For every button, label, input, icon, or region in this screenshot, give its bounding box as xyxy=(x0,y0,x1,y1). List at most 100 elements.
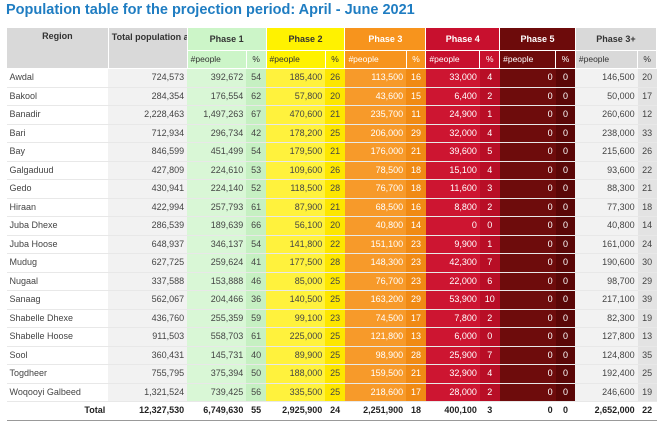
phase5-pct-cell: 0 xyxy=(555,142,576,162)
phase1-pct-cell: 52 xyxy=(246,179,267,199)
phase2-people-cell: 179,500 xyxy=(266,142,326,162)
total-row: Total 12,327,530 6,749,630 55 2,925,900 24 2,2… xyxy=(6,401,657,421)
phase2-people-cell: 118,500 xyxy=(266,179,326,199)
phase4-people-cell: 24,900 xyxy=(425,105,480,125)
phase3plus-pct-cell: 20 xyxy=(637,68,657,88)
phase3plus-people-cell: 2,652,000 xyxy=(575,401,638,421)
phase2-people-cell: 109,600 xyxy=(266,161,326,180)
phase1-people-cell: 6,749,630 xyxy=(187,401,247,421)
phase4-people-cell: 400,100 xyxy=(425,401,480,421)
phase3plus-pct-cell: 13 xyxy=(637,327,657,347)
region-cell: Gedo xyxy=(6,179,109,199)
phase2-pct-cell: 20 xyxy=(325,87,345,106)
total-cell: 755,795 xyxy=(108,364,188,384)
phase4-people-cell: 7,800 xyxy=(425,309,480,328)
phase1-pct-cell: 67 xyxy=(246,105,267,125)
phase2-pct-cell: 25 xyxy=(325,290,345,310)
phase2-pct-cell: 25 xyxy=(325,346,345,365)
phase4-people-cell: 22,000 xyxy=(425,272,480,291)
table-row: Shabelle Dhexe 436,760 255,359 59 99,100 23 74… xyxy=(6,309,657,328)
total-cell: 12,327,530 xyxy=(108,401,188,421)
phase5-pct-cell: 0 xyxy=(555,179,576,199)
region-cell: Bay xyxy=(6,142,109,162)
phase2-people-cell: 335,500 xyxy=(266,383,326,402)
phase2-pct-cell: 26 xyxy=(325,161,345,180)
phase4-people-cell: 15,100 xyxy=(425,161,480,180)
phase4-people-cell: 39,600 xyxy=(425,142,480,162)
phase3plus-pct-cell: 33 xyxy=(637,124,657,143)
phase2-people-cell: 57,800 xyxy=(266,87,326,106)
table-row: Shabelle Hoose 911,503 558,703 61 225,000 25 1… xyxy=(6,327,657,347)
phase2-pct-cell: 23 xyxy=(325,309,345,328)
subheader-people: #people xyxy=(265,50,326,69)
phase1-people-cell: 392,672 xyxy=(187,68,247,88)
phase3-people-cell: 121,800 xyxy=(344,327,407,347)
phase4-pct-cell: 4 xyxy=(479,364,500,384)
phase3-people-cell: 113,500 xyxy=(344,68,407,88)
phase2-pct-cell: 21 xyxy=(325,142,345,162)
phase4-people-cell: 32,000 xyxy=(425,124,480,143)
phase4-pct-cell: 2 xyxy=(479,383,500,402)
phase3-pct-cell: 18 xyxy=(406,401,426,421)
phase1-pct-cell: 40 xyxy=(246,346,267,365)
region-cell: Total xyxy=(6,401,109,421)
phase1-people-cell: 145,731 xyxy=(187,346,247,365)
phase2-pct-cell: 28 xyxy=(325,253,345,273)
phase2-pct-cell: 20 xyxy=(325,216,345,236)
phase1-pct-cell: 54 xyxy=(246,142,267,162)
phase5-pct-cell: 0 xyxy=(555,87,576,106)
phase5-pct-cell: 0 xyxy=(555,161,576,180)
subheader-people: #people xyxy=(344,50,407,69)
phase4-people-cell: 9,900 xyxy=(425,235,480,254)
header-phase4: Phase 4 xyxy=(425,27,501,51)
phase1-people-cell: 451,499 xyxy=(187,142,247,162)
phase1-people-cell: 176,554 xyxy=(187,87,247,106)
phase2-pct-cell: 25 xyxy=(325,272,345,291)
phase3-pct-cell: 11 xyxy=(406,105,426,125)
phase1-pct-cell: 66 xyxy=(246,216,267,236)
total-cell: 284,354 xyxy=(108,87,188,106)
phase4-people-cell: 25,900 xyxy=(425,346,480,365)
region-cell: Awdal xyxy=(6,68,109,88)
phase2-people-cell: 225,000 xyxy=(266,327,326,347)
phase2-people-cell: 177,500 xyxy=(266,253,326,273)
phase3plus-people-cell: 238,000 xyxy=(575,124,638,143)
phase5-pct-cell: 0 xyxy=(555,346,576,365)
table-row: Togdheer 755,795 375,394 50 188,000 25 159,500… xyxy=(6,364,657,384)
total-cell: 1,321,524 xyxy=(108,383,188,402)
phase1-people-cell: 346,137 xyxy=(187,235,247,254)
phase3-people-cell: 68,500 xyxy=(344,198,407,217)
total-cell: 436,760 xyxy=(108,309,188,328)
phase5-people-cell: 0 xyxy=(499,216,556,236)
header-phase1: Phase 1 xyxy=(186,27,267,51)
phase3plus-pct-cell: 35 xyxy=(637,346,657,365)
phase5-people-cell: 0 xyxy=(499,383,556,402)
phase4-pct-cell: 0 xyxy=(479,327,500,347)
phase1-pct-cell: 54 xyxy=(246,68,267,88)
phase2-pct-cell: 22 xyxy=(325,235,345,254)
phase3plus-people-cell: 190,600 xyxy=(575,253,638,273)
phase5-people-cell: 0 xyxy=(499,364,556,384)
subheader-pct: % xyxy=(245,50,267,69)
phase5-people-cell: 0 xyxy=(499,401,556,421)
phase3-people-cell: 148,300 xyxy=(344,253,407,273)
phase5-people-cell: 0 xyxy=(499,309,556,328)
header-phase3: Phase 3 xyxy=(344,27,427,51)
phase5-pct-cell: 0 xyxy=(555,327,576,347)
phase2-people-cell: 99,100 xyxy=(266,309,326,328)
phase1-pct-cell: 54 xyxy=(246,235,267,254)
region-cell: Shabelle Dhexe xyxy=(6,309,109,328)
phase3-pct-cell: 23 xyxy=(406,235,426,254)
phase2-people-cell: 89,900 xyxy=(266,346,326,365)
phase2-pct-cell: 25 xyxy=(325,383,345,402)
phase3plus-pct-cell: 19 xyxy=(637,383,657,402)
phase1-people-cell: 224,140 xyxy=(187,179,247,199)
table-row: Juba Dhexe 286,539 189,639 66 56,100 20 40,800… xyxy=(6,216,657,236)
total-cell: 712,934 xyxy=(108,124,188,143)
phase3-pct-cell: 18 xyxy=(406,161,426,180)
table-row: Awdal 724,573 392,672 54 185,400 26 113,500 16 3… xyxy=(6,68,657,88)
phase1-pct-cell: 62 xyxy=(246,87,267,106)
phase4-pct-cell: 2 xyxy=(479,309,500,328)
phase4-people-cell: 32,900 xyxy=(425,364,480,384)
phase5-pct-cell: 0 xyxy=(555,105,576,125)
